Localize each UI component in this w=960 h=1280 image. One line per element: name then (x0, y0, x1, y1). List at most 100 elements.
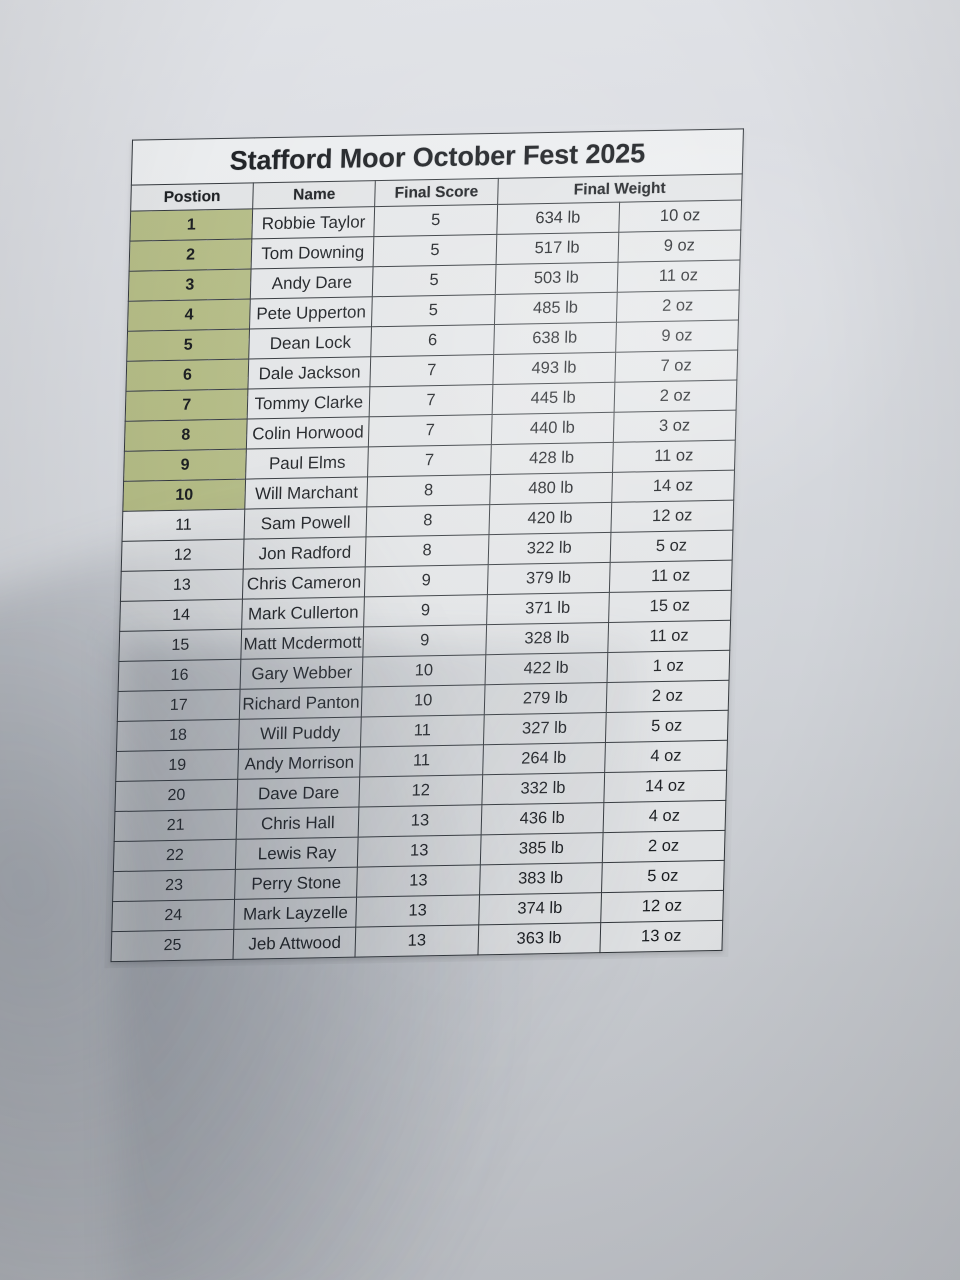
cell-weight-oz: 14 oz (611, 470, 735, 503)
cell-name: Will Puddy (238, 716, 362, 750)
cell-weight-lb: 385 lb (479, 832, 603, 865)
cell-final-score: 10 (361, 684, 485, 717)
cell-weight-lb: 422 lb (484, 652, 608, 685)
cell-name: Pete Upperton (249, 296, 373, 329)
cell-weight-lb: 493 lb (492, 352, 616, 385)
cell-weight-lb: 374 lb (478, 892, 602, 925)
cell-weight-lb: 322 lb (487, 532, 611, 565)
cell-name: Robbie Taylor (252, 206, 376, 239)
cell-weight-oz: 4 oz (604, 740, 728, 773)
cell-weight-oz: 1 oz (606, 650, 730, 683)
cell-weight-oz: 2 oz (602, 830, 726, 863)
cell-final-score: 13 (356, 894, 480, 928)
cell-position: 9 (123, 449, 247, 482)
cell-final-score: 7 (367, 444, 491, 477)
cell-weight-lb: 332 lb (481, 772, 605, 805)
cell-final-score: 7 (368, 414, 492, 447)
cell-position: 2 (129, 238, 253, 272)
results-table: Stafford Moor October Fest 2025 Postion … (110, 128, 744, 963)
cell-name: Lewis Ray (235, 837, 359, 870)
column-header-name: Name (252, 180, 376, 209)
cell-name: Jeb Attwood (233, 927, 357, 960)
cell-final-score: 8 (365, 534, 489, 567)
cell-weight-lb: 420 lb (488, 502, 612, 535)
cell-final-score: 7 (370, 354, 494, 387)
cell-position: 11 (122, 509, 245, 542)
cell-weight-oz: 4 oz (602, 800, 726, 833)
cell-weight-oz: 5 oz (605, 710, 729, 743)
cell-weight-oz: 2 oz (616, 290, 740, 323)
cell-final-score: 6 (371, 324, 495, 357)
cell-position: 15 (118, 629, 242, 662)
table-body: 1 Robbie Taylor 5 634 lb 10 oz 2 Tom Downing 5 5… (111, 199, 742, 962)
cell-position: 4 (127, 298, 251, 332)
cell-position: 7 (125, 389, 249, 422)
cell-position: 13 (120, 569, 244, 602)
cell-name: Will Marchant (244, 476, 368, 510)
cell-weight-lb: 264 lb (482, 742, 606, 775)
cell-final-score: 11 (360, 744, 484, 778)
cell-final-score: 5 (371, 294, 495, 327)
cell-position: 19 (115, 749, 239, 782)
cell-position: 16 (118, 659, 242, 692)
column-header-position: Postion (130, 182, 254, 212)
cell-weight-oz: 9 oz (617, 229, 741, 263)
cell-weight-oz: 13 oz (599, 920, 723, 953)
cell-weight-lb: 503 lb (494, 262, 618, 295)
cell-position: 20 (114, 779, 238, 812)
cell-final-score: 5 (372, 264, 496, 297)
cell-position: 5 (126, 328, 250, 362)
cell-final-score: 8 (366, 504, 490, 537)
cell-position: 8 (124, 419, 248, 452)
cell-final-score: 10 (362, 654, 486, 687)
cell-name: Dean Lock (248, 326, 372, 360)
cell-name: Colin Horwood (246, 416, 370, 450)
cell-final-score: 9 (364, 594, 487, 627)
cell-position: 17 (117, 689, 241, 722)
cell-weight-lb: 480 lb (489, 472, 613, 505)
cell-name: Andy Dare (250, 266, 374, 299)
cell-position: 25 (111, 929, 234, 962)
cell-final-score: 13 (357, 834, 481, 868)
cell-position: 18 (116, 719, 240, 752)
cell-weight-oz: 11 oz (616, 259, 741, 293)
cell-name: Sam Powell (244, 506, 368, 540)
cell-weight-lb: 383 lb (479, 862, 603, 895)
cell-weight-oz: 11 oz (609, 560, 733, 593)
cell-position: 10 (122, 479, 246, 512)
cell-final-score: 9 (364, 564, 488, 597)
cell-weight-lb: 428 lb (490, 442, 614, 475)
cell-weight-oz: 3 oz (613, 410, 737, 443)
cell-name: Chris Hall (236, 807, 360, 840)
cell-position: 23 (112, 869, 236, 902)
cell-name: Matt Mcdermott (241, 626, 365, 660)
cell-name: Chris Cameron (242, 566, 366, 600)
cell-name: Tom Downing (251, 236, 375, 269)
cell-final-score: 13 (355, 924, 479, 958)
cell-name: Richard Panton (239, 686, 363, 720)
cell-final-score: 5 (374, 204, 498, 237)
cell-weight-oz: 2 oz (605, 680, 729, 713)
cell-position: 22 (113, 839, 237, 872)
cell-position: 12 (121, 539, 245, 572)
cell-weight-lb: 445 lb (491, 382, 615, 415)
results-table-container: Stafford Moor October Fest 2025 Postion … (104, 122, 751, 969)
cell-weight-oz: 12 oz (610, 500, 734, 533)
cell-name: Dale Jackson (248, 356, 372, 390)
cell-final-score: 9 (363, 624, 487, 657)
cell-weight-lb: 517 lb (495, 232, 619, 265)
cell-weight-lb: 440 lb (490, 412, 614, 445)
cell-weight-oz: 9 oz (615, 320, 739, 353)
cell-final-score: 13 (356, 864, 480, 898)
cell-position: 21 (114, 809, 238, 842)
cell-weight-oz: 5 oz (609, 530, 733, 563)
cell-name: Mark Layzelle (233, 897, 357, 930)
cell-weight-oz: 5 oz (601, 860, 725, 893)
cell-weight-oz: 10 oz (618, 199, 742, 233)
cell-name: Jon Radford (243, 536, 367, 570)
cell-weight-oz: 14 oz (603, 770, 727, 803)
cell-position: 3 (128, 268, 252, 302)
cell-final-score: 8 (367, 474, 491, 507)
cell-weight-oz: 15 oz (608, 590, 732, 623)
